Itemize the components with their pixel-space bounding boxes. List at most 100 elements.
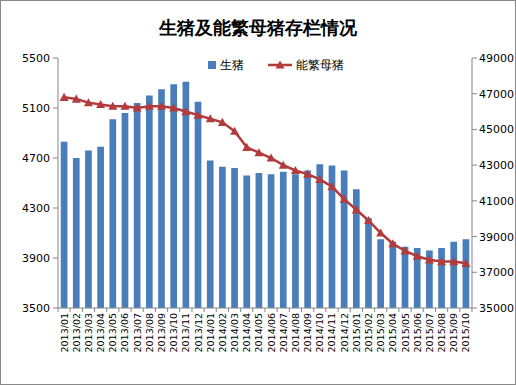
x-tick-label: 2014/04 [241,313,252,352]
line [64,97,466,263]
legend: 生猪能繁母猪 [208,58,344,72]
y-tick-label: 5500 [22,52,50,65]
x-tick [459,308,460,312]
y2-tick [472,93,477,94]
y2-tick [472,58,477,59]
x-tick [350,308,351,312]
x-tick [204,308,205,312]
y2-tick-label: 49000 [479,52,514,65]
bar [158,89,165,308]
chart: 生猪及能繁母猪存栏情况35003900430047005100550035000… [0,0,516,385]
marker [133,104,142,112]
y2-tick-label: 39000 [479,231,514,244]
marker [230,127,239,135]
y2-tick-label: 35000 [479,302,514,315]
x-tick-label: 2015/09 [448,313,459,352]
x-tick [191,308,192,312]
marker [218,118,227,126]
marker [206,114,215,122]
x-tick-label: 2015/08 [436,313,447,352]
y2-tick [472,236,477,237]
y-tick [53,158,58,159]
marker [108,102,117,110]
marker [254,148,263,156]
x-tick [143,308,144,312]
marker [340,195,349,203]
bar [280,172,287,308]
x-tick [338,308,339,312]
y-tick [53,258,58,259]
marker [303,170,312,178]
marker [279,161,288,169]
x-tick-label: 2015/10 [460,313,471,352]
y2-tick-label: 41000 [479,195,514,208]
bar [463,239,470,308]
x-tick-label: 2013/01 [59,313,70,352]
x-tick-label: 2015/02 [363,313,374,352]
x-tick-label: 2015/04 [387,313,398,352]
marker [327,182,336,190]
y-tick-label: 3500 [22,302,50,315]
x-tick [423,308,424,312]
marker [413,252,422,260]
y2-tick [472,129,477,130]
bar [61,142,68,308]
y2-axis [472,58,473,308]
marker [72,95,81,103]
x-tick-label: 2013/05 [107,313,118,352]
x-tick [240,308,241,312]
bar [268,174,275,308]
bar [377,239,384,308]
x-tick-label: 2014/05 [253,313,264,352]
y-tick-label: 3900 [22,252,50,265]
legend-label: 生猪 [220,58,244,72]
y2-tick [472,200,477,201]
chart-border [1,1,516,385]
bar [316,164,323,308]
x-tick [289,308,290,312]
marker [169,104,178,112]
y-tick [53,58,58,59]
x-tick [252,308,253,312]
bar [97,147,104,308]
y2-tick-label: 43000 [479,159,514,172]
y-tick [53,208,58,209]
x-tick-label: 2015/07 [424,313,435,352]
bar [183,82,190,308]
y-tick [53,108,58,109]
bar [122,113,129,308]
y2-tick-label: 37000 [479,266,514,279]
plot-area [60,82,471,308]
y2-tick-label: 47000 [479,88,514,101]
bar [109,119,116,308]
x-tick [301,308,302,312]
x-tick-label: 2013/06 [119,313,130,352]
x-tick-label: 2014/02 [217,313,228,352]
bar [304,171,311,309]
bar [402,247,409,308]
x-tick-label: 2014/03 [229,313,240,352]
x-tick [228,308,229,312]
x-tick-label: 2013/07 [132,313,143,352]
y-tick-label: 4300 [22,202,50,215]
x-tick-label: 2013/11 [180,313,191,352]
marker [437,257,446,265]
marker [267,154,276,162]
marker [242,143,251,151]
y2-tick [472,272,477,273]
bar [438,248,445,308]
y-tick-label: 5100 [22,102,50,115]
y2-tick [472,165,477,166]
x-tick [179,308,180,312]
x-tick-label: 2013/03 [83,313,94,352]
x-tick-label: 2014/11 [326,313,337,352]
x-tick [325,308,326,312]
bar [256,173,263,308]
x-tick-label: 2013/10 [168,313,179,352]
bar [85,151,92,309]
marker [376,229,385,237]
title: 生猪及能繁母猪存栏情况 [158,17,358,38]
x-tick-label: 2013/09 [156,313,167,352]
bar [146,96,153,309]
marker [157,102,166,110]
